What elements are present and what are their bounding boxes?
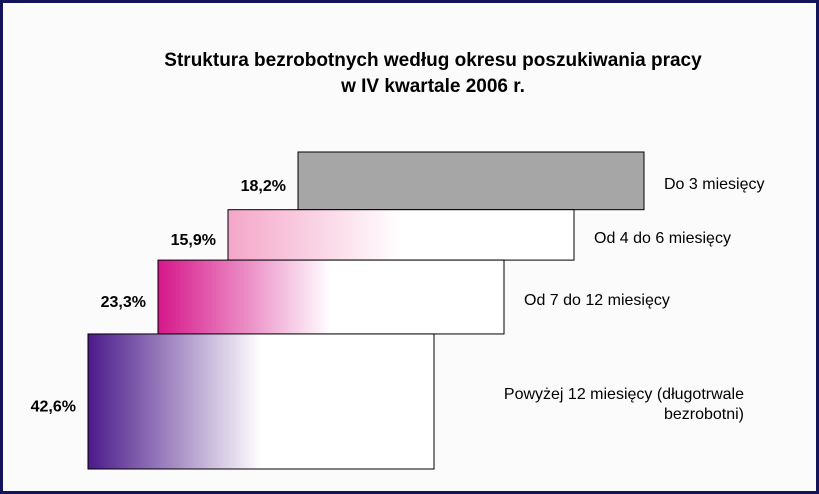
chart: Struktura bezrobotnych według okresu pos… — [31, 50, 702, 470]
bar — [157, 259, 505, 335]
value-label: 23,3% — [101, 294, 146, 311]
category-label: Od 7 do 12 miesięcy — [524, 292, 670, 310]
category-label: Powyżej 12 miesięcy (długotrwale bezrobo… — [503, 386, 744, 424]
value-label: 18,2% — [241, 178, 286, 195]
category-label: Do 3 miesięcy — [664, 175, 765, 193]
value-label: 42,6% — [31, 399, 76, 416]
category-label: Od 4 do 6 miesięcy — [594, 229, 731, 247]
value-label: 15,9% — [171, 232, 216, 249]
bar — [227, 209, 575, 261]
chart-title: w IV kwartale 2006 r. — [340, 76, 525, 97]
bar — [297, 151, 645, 211]
chart-title: Struktura bezrobotnych według okresu pos… — [164, 50, 702, 71]
bar — [87, 333, 435, 470]
